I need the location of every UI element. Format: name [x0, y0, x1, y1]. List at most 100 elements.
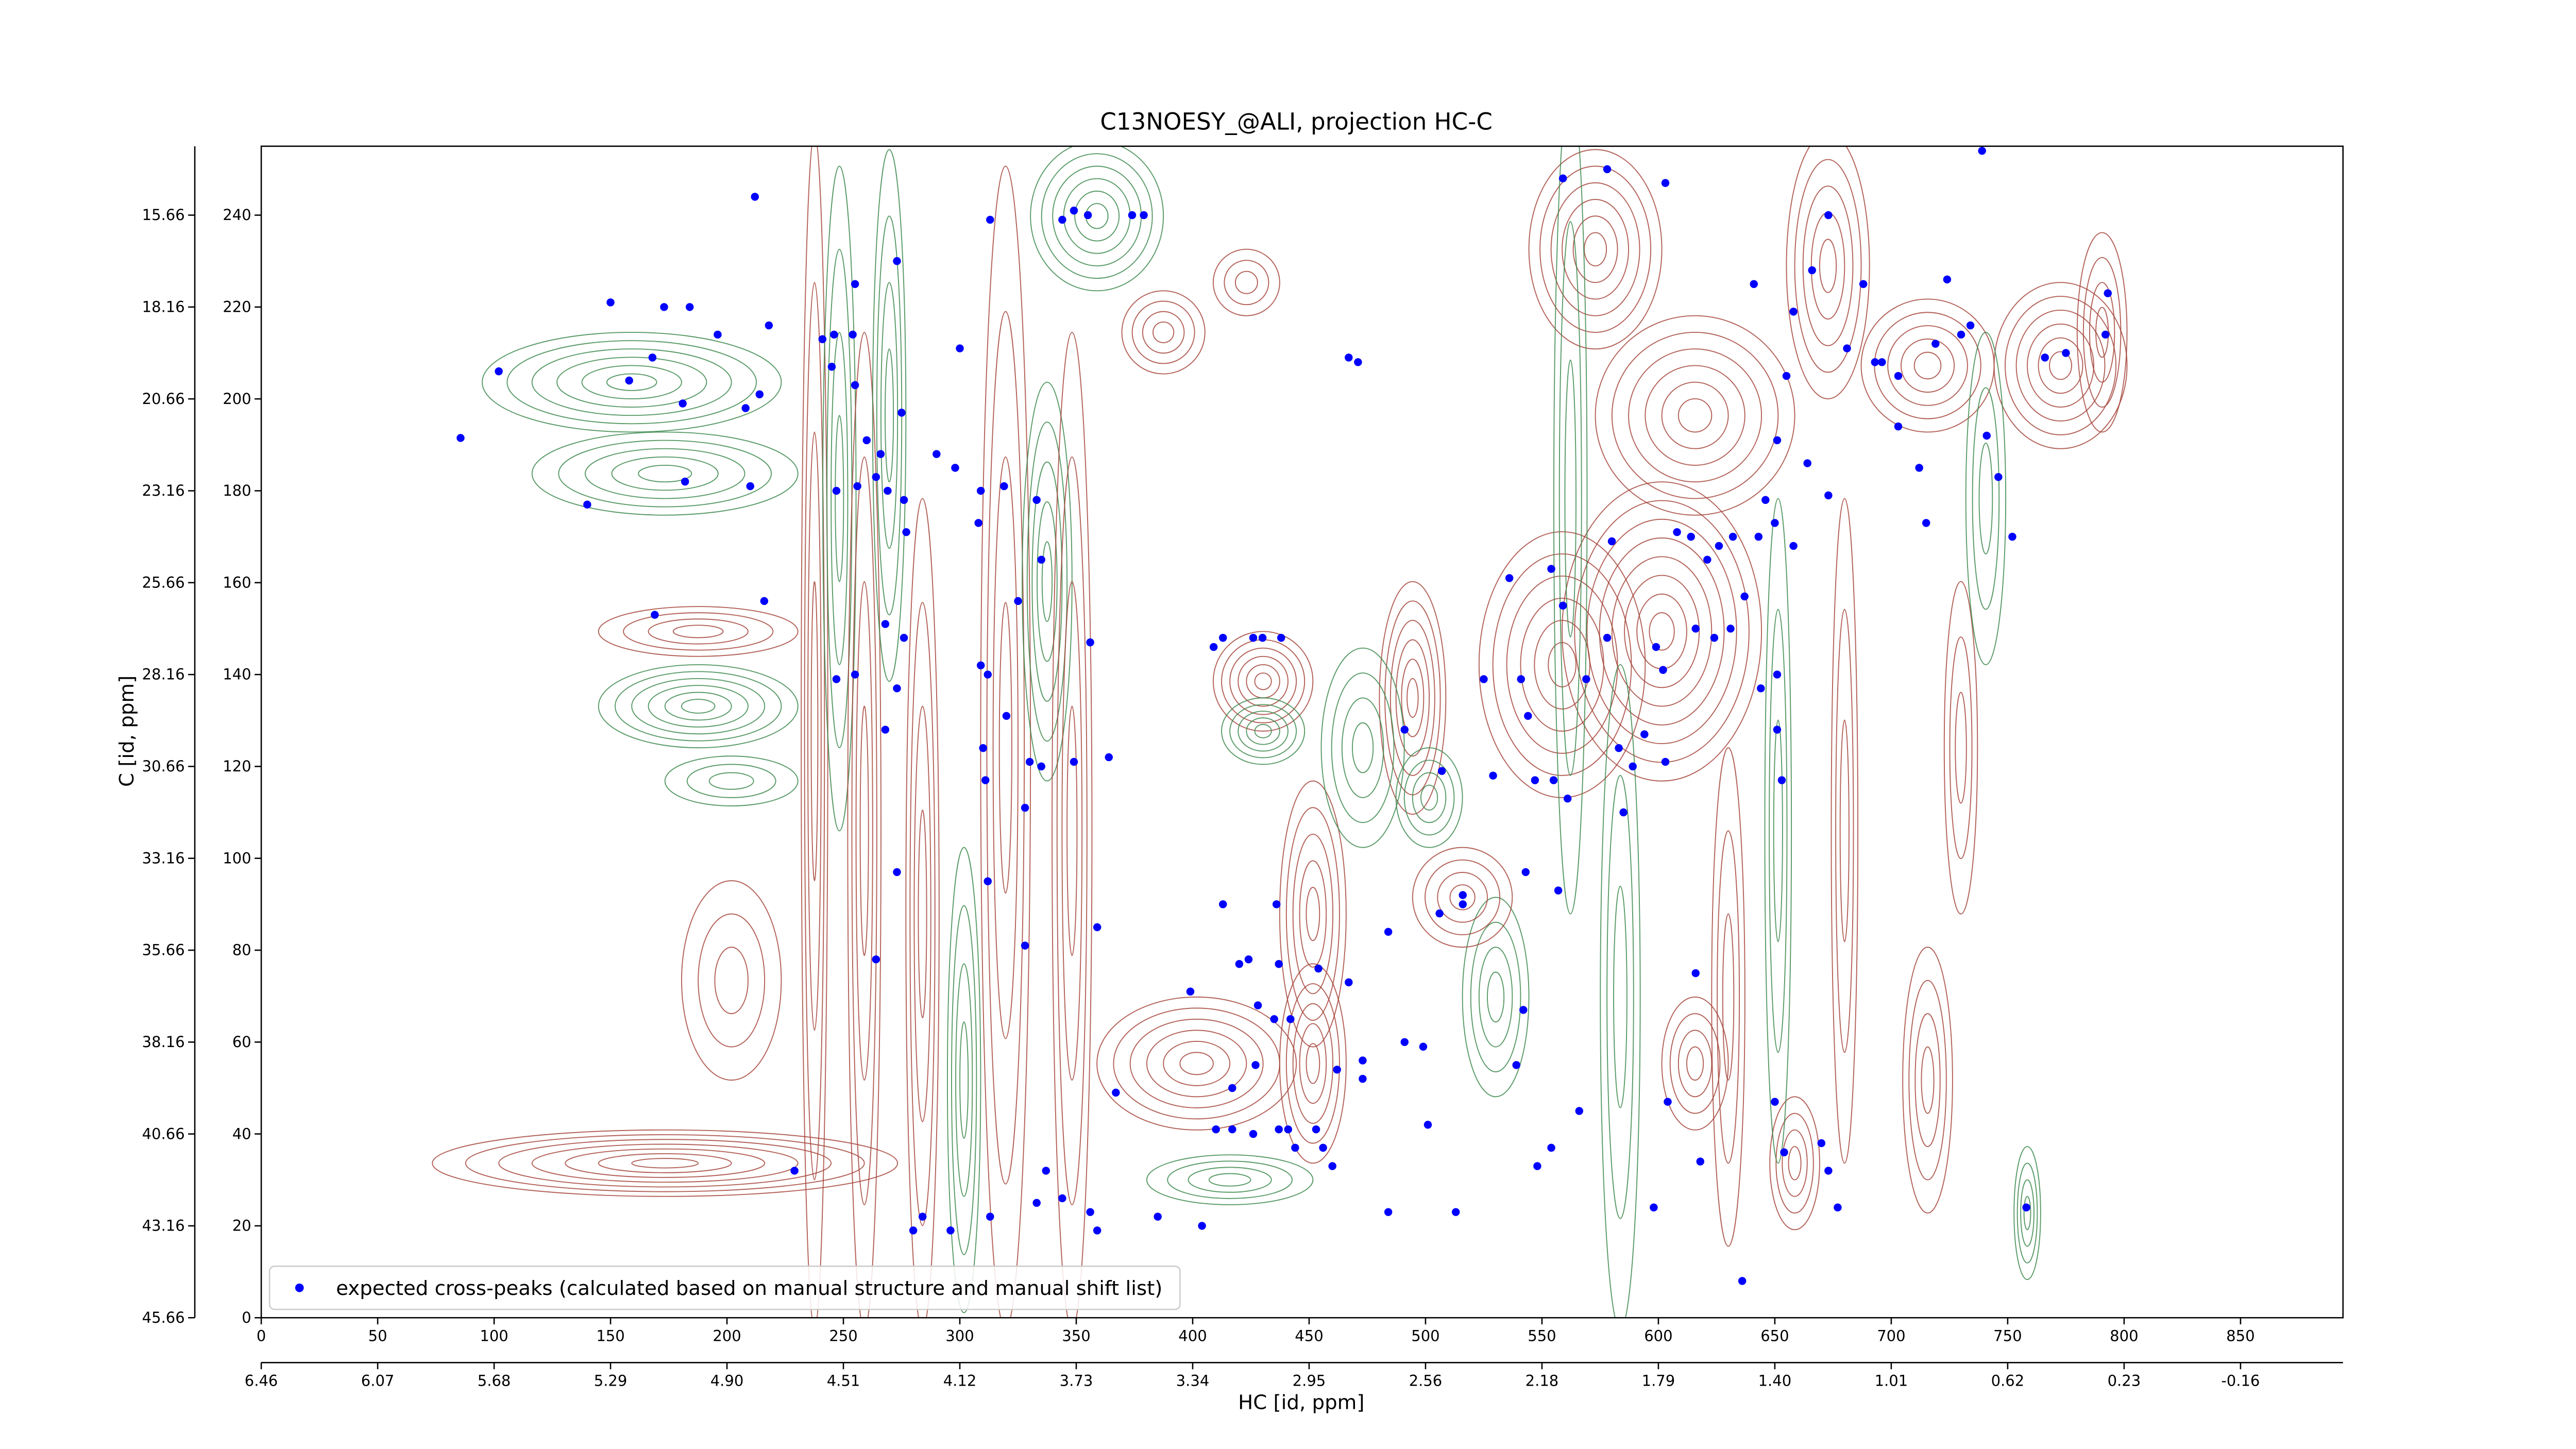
contour-decoration — [1412, 847, 1513, 948]
contour-decoration — [2027, 323, 2094, 408]
cross-peak — [1251, 1061, 1260, 1069]
contour-decoration — [664, 692, 732, 721]
contour-decoration — [1212, 631, 1314, 732]
cross-peak — [1640, 730, 1649, 738]
cross-peak — [765, 321, 773, 330]
x-tick-label: 650 — [1760, 1327, 1789, 1344]
contour-decoration — [859, 705, 869, 956]
contour-decoration — [1539, 165, 1652, 333]
cross-peak — [1275, 960, 1283, 968]
cross-peak — [1547, 1143, 1555, 1152]
legend: expected cross-peaks (calculated based o… — [268, 1265, 1181, 1310]
cross-peak — [1664, 1098, 1672, 1106]
cross-peak — [1154, 1212, 1162, 1221]
cross-peak — [1915, 464, 1923, 472]
contour-decoration — [955, 963, 973, 1197]
cross-peak — [1489, 771, 1497, 780]
contour-decoration — [1562, 481, 1762, 782]
x2-tick-label: 1.01 — [1875, 1372, 1908, 1389]
contour-decoration — [531, 431, 799, 516]
cross-peak — [1878, 358, 1886, 366]
contour-decoration — [1254, 724, 1272, 738]
y2-tick-label: 15.66 — [142, 206, 185, 224]
contour-decoration — [1636, 593, 1687, 669]
x2-tick-label: 6.07 — [361, 1372, 395, 1389]
x-tick-label: 850 — [2226, 1327, 2255, 1344]
contour-decoration — [1887, 325, 1968, 406]
contour-decoration — [1661, 996, 1729, 1131]
cross-peak — [1661, 179, 1670, 187]
cross-peak — [1042, 1167, 1050, 1175]
contour-decoration — [623, 612, 774, 651]
cross-peak — [1459, 891, 1467, 899]
cross-peak — [1244, 955, 1253, 964]
contour-decoration — [1835, 609, 1854, 1053]
cross-peak — [583, 500, 591, 509]
cross-peak — [1982, 431, 1991, 440]
contour-decoration — [2049, 351, 2072, 380]
x-tick-label: 500 — [1411, 1327, 1439, 1344]
cross-peak — [1834, 1203, 1842, 1212]
cross-peak — [876, 450, 885, 458]
contour-decoration — [1613, 885, 1628, 1108]
cross-peak — [1582, 675, 1590, 683]
cross-peak — [1957, 330, 1965, 339]
cross-peak — [1228, 1125, 1236, 1134]
cross-peak — [1619, 808, 1628, 817]
cross-peak — [832, 486, 841, 495]
cross-peak — [1249, 634, 1258, 642]
cross-peak — [893, 684, 901, 693]
contour-decoration — [1478, 947, 1513, 1048]
cross-peak — [1249, 1130, 1258, 1138]
cross-peak — [1650, 1203, 1658, 1212]
cross-peak — [984, 877, 992, 886]
cross-peak — [1894, 422, 1903, 431]
cross-peak — [1549, 776, 1558, 784]
cross-peak — [1219, 900, 1227, 908]
cross-peak — [1750, 280, 1758, 288]
contour-decoration — [1788, 1146, 1802, 1181]
cross-peak — [1328, 1162, 1336, 1170]
contour-decoration — [1449, 884, 1476, 911]
cross-peak — [862, 436, 871, 445]
y2-tick-label: 20.66 — [142, 390, 185, 408]
cross-peak — [1359, 1074, 1367, 1083]
y-tick-label: 60 — [232, 1033, 251, 1051]
points-layer — [456, 146, 2112, 1285]
x2-tick-label: 3.73 — [1060, 1372, 1093, 1389]
cross-peak — [1547, 565, 1555, 573]
contour-decoration — [531, 1143, 799, 1183]
cross-peak — [1058, 1194, 1066, 1203]
x-tick-label: 50 — [368, 1327, 387, 1344]
cross-peak — [1803, 459, 1811, 467]
cross-peak — [981, 776, 990, 784]
cross-peak — [974, 519, 982, 527]
contour-decoration — [1279, 963, 1347, 1164]
contour-decoration — [1611, 331, 1779, 499]
contour-decoration — [1320, 647, 1405, 848]
y-tick-label: 240 — [223, 206, 251, 224]
contour-decoration — [1299, 860, 1327, 968]
y2-tick-label: 23.16 — [142, 482, 185, 499]
cross-peak — [893, 257, 901, 265]
cross-peak — [1400, 726, 1409, 734]
cross-peak — [1575, 1107, 1583, 1115]
cross-peak — [1270, 1015, 1278, 1023]
contour-decoration — [1574, 500, 1750, 763]
cross-peak — [1359, 1056, 1367, 1065]
cross-peak — [1777, 776, 1786, 784]
cross-peak — [1112, 1088, 1120, 1097]
cross-peak — [651, 611, 659, 619]
cross-peak — [1754, 532, 1763, 541]
contour-decoration — [801, 146, 828, 1318]
cross-peak — [1824, 1167, 1833, 1175]
contour-decoration — [1902, 947, 1953, 1214]
contour-decoration — [1572, 215, 1618, 283]
contour-decoration — [1061, 581, 1083, 1081]
cross-peak — [1437, 767, 1446, 776]
contour-decoration — [872, 149, 907, 682]
contour-decoration — [638, 464, 692, 483]
cross-peak — [1615, 744, 1623, 752]
contour-decoration — [1819, 239, 1837, 293]
contour-decoration — [1146, 1030, 1247, 1098]
